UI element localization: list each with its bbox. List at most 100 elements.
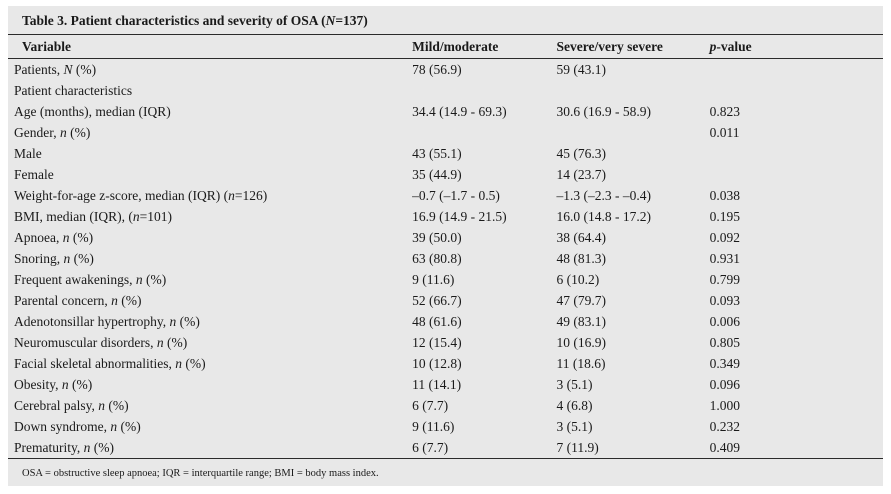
cell-severe-very-severe: 47 (79.7) (556, 292, 607, 308)
cell-mild-moderate: 48 (61.6) (412, 313, 462, 329)
cell-severe-very-severe: 49 (83.1) (556, 313, 607, 329)
row-label: Patient characteristics (14, 82, 133, 98)
cell-p-value: 0.195 (709, 208, 740, 224)
cell-p-value: 0.038 (709, 187, 740, 203)
cell-mild-moderate: 39 (50.0) (412, 229, 462, 245)
table-row: Adenotonsillar hypertrophy, n (%) 48 (61.… (8, 311, 883, 332)
row-label: Cerebral palsy, n (%) (14, 397, 129, 413)
cell-severe-very-severe (551, 80, 704, 101)
row-label: Obesity, n (%) (14, 376, 93, 392)
cell-p-value: 0.349 (709, 355, 740, 371)
cell-p-value: 1.000 (709, 397, 740, 413)
table-row: Obesity, n (%) 11 (14.1) 3 (5.1) 0.096 (8, 374, 883, 395)
cell-severe-very-severe: 48 (81.3) (556, 250, 607, 266)
cell-severe-very-severe: 38 (64.4) (556, 229, 607, 245)
table-row: Gender, n (%) 0.011 (8, 122, 883, 143)
table-row: Weight-for-age z-score, median (IQR) (n=… (8, 185, 883, 206)
cell-mild-moderate: 12 (15.4) (412, 334, 462, 350)
row-label: Gender, n (%) (14, 124, 91, 140)
col-header-variable: Variable (8, 35, 407, 59)
table-row: BMI, median (IQR), (n=101) 16.9 (14.9 - 2… (8, 206, 883, 227)
cell-p-value (704, 143, 883, 164)
cell-mild-moderate (406, 80, 550, 101)
row-label: Facial skeletal abnormalities, n (%) (14, 355, 206, 371)
cell-severe-very-severe: 4 (6.8) (556, 397, 593, 413)
table-row: Female 35 (44.9) 14 (23.7) (8, 164, 883, 185)
table-row: Prematurity, n (%) 6 (7.7) 7 (11.9) 0.409 (8, 437, 883, 459)
table-row: Frequent awakenings, n (%) 9 (11.6) 6 (10.… (8, 269, 883, 290)
row-label: BMI, median (IQR), (n=101) (14, 208, 172, 224)
row-label: Parental concern, n (%) (14, 292, 142, 308)
table-row: Male 43 (55.1) 45 (76.3) (8, 143, 883, 164)
cell-severe-very-severe: 45 (76.3) (556, 145, 607, 161)
cell-severe-very-severe: 11 (18.6) (556, 355, 606, 371)
cell-mild-moderate: 52 (66.7) (412, 292, 462, 308)
col-header-p-value: p-value (703, 35, 883, 59)
row-label: Apnoea, n (%) (14, 229, 94, 245)
cell-p-value: 0.931 (709, 250, 740, 266)
table-title: Table 3. Patient characteristics and sev… (8, 6, 883, 35)
table-row: Patient characteristics (8, 80, 883, 101)
cell-p-value: 0.011 (709, 124, 740, 140)
cell-severe-very-severe: 16.0 (14.8 - 17.2) (556, 208, 652, 224)
table-row: Neuromuscular disorders, n (%) 12 (15.4) 1… (8, 332, 883, 353)
cell-mild-moderate: 16.9 (14.9 - 21.5) (412, 208, 507, 224)
row-label: Frequent awakenings, n (%) (14, 271, 167, 287)
cell-p-value (704, 80, 883, 101)
cell-p-value: 0.006 (709, 313, 740, 329)
cell-severe-very-severe: –1.3 (–2.3 - –0.4) (556, 187, 652, 203)
row-label: Snoring, n (%) (14, 250, 94, 266)
cell-p-value: 0.799 (709, 271, 740, 287)
table-row: Down syndrome, n (%) 9 (11.6) 3 (5.1) 0.232 (8, 416, 883, 437)
cell-mild-moderate: 63 (80.8) (412, 250, 462, 266)
cell-mild-moderate (406, 122, 550, 143)
col-header-severe: Severe/very severe (550, 35, 704, 59)
row-label: Female (14, 166, 54, 182)
cell-p-value: 0.096 (709, 376, 740, 392)
cell-mild-moderate: 35 (44.9) (412, 166, 462, 182)
table-row: Patients, N (%) 78 (56.9) 59 (43.1) (8, 59, 883, 81)
cell-p-value: 0.805 (709, 334, 740, 350)
row-label: Down syndrome, n (%) (14, 418, 141, 434)
cell-p-value (704, 59, 883, 81)
cell-mild-moderate: 10 (12.8) (412, 355, 462, 371)
table-body: Patients, N (%) 78 (56.9) 59 (43.1) Patient… (8, 59, 883, 459)
cell-severe-very-severe: 7 (11.9) (550, 437, 704, 459)
table-row: Apnoea, n (%) 39 (50.0) 38 (64.4) 0.092 (8, 227, 883, 248)
table-header-row: Variable Mild/moderate Severe/very sever… (8, 35, 883, 59)
table-row: Age (months), median (IQR) 34.4 (14.9 - 6… (8, 101, 883, 122)
table-row: Cerebral palsy, n (%) 6 (7.7) 4 (6.8) 1.000 (8, 395, 883, 416)
cell-p-value: 0.823 (709, 103, 740, 119)
cell-p-value: 0.092 (709, 229, 740, 245)
row-label: Neuromuscular disorders, n (%) (14, 334, 188, 350)
cell-severe-very-severe: 30.6 (16.9 - 58.9) (556, 103, 652, 119)
cell-p-value: 0.232 (709, 418, 740, 434)
cell-severe-very-severe: 14 (23.7) (556, 166, 607, 182)
table-footnote: OSA = obstructive sleep apnoea; IQR = in… (22, 468, 379, 479)
col-header-mild-moderate: Mild/moderate (406, 35, 551, 59)
cell-severe-very-severe: 3 (5.1) (556, 418, 593, 434)
cell-mild-moderate: 43 (55.1) (412, 145, 462, 161)
cell-mild-moderate: 34.4 (14.9 - 69.3) (412, 103, 507, 119)
cell-mild-moderate: 78 (56.9) (412, 61, 462, 77)
cell-severe-very-severe (551, 122, 704, 143)
cell-mild-moderate: –0.7 (–1.7 - 0.5) (412, 187, 500, 203)
cell-mild-moderate: 6 (7.7) (412, 397, 449, 413)
row-label: Adenotonsillar hypertrophy, n (%) (14, 313, 200, 329)
row-label: Age (months), median (IQR) (14, 103, 171, 119)
cell-mild-moderate: 9 (11.6) (412, 418, 455, 434)
cell-mild-moderate: 6 (7.7) (406, 437, 551, 459)
cell-p-value: 0.093 (709, 292, 740, 308)
cell-p-value: 0.409 (703, 437, 883, 459)
table-panel: Table 3. Patient characteristics and sev… (8, 6, 883, 486)
cell-severe-very-severe: 10 (16.9) (556, 334, 607, 350)
table-row: Snoring, n (%) 63 (80.8) 48 (81.3) 0.931 (8, 248, 883, 269)
cell-severe-very-severe: 3 (5.1) (556, 376, 593, 392)
osa-characteristics-table: Variable Mild/moderate Severe/very sever… (8, 35, 883, 459)
table-row: Facial skeletal abnormalities, n (%) 10 (… (8, 353, 883, 374)
row-label: Male (14, 145, 42, 161)
cell-severe-very-severe: 6 (10.2) (556, 271, 600, 287)
cell-mild-moderate: 11 (14.1) (412, 376, 462, 392)
cell-mild-moderate: 9 (11.6) (412, 271, 455, 287)
